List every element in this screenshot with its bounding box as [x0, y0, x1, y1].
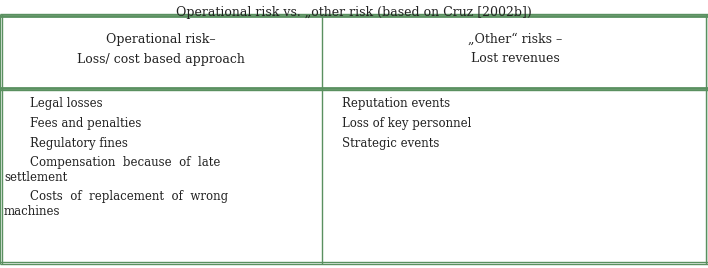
Text: Fees and penalties: Fees and penalties — [30, 117, 142, 129]
Text: Compensation  because  of  late: Compensation because of late — [30, 156, 220, 169]
Text: Loss/ cost based approach: Loss/ cost based approach — [77, 53, 245, 65]
Text: Loss of key personnel: Loss of key personnel — [342, 117, 472, 129]
Text: „Other“ risks –: „Other“ risks – — [468, 32, 562, 46]
Text: Lost revenues: Lost revenues — [471, 53, 559, 65]
Text: Operational risk–: Operational risk– — [106, 32, 216, 46]
Text: Costs  of  replacement  of  wrong: Costs of replacement of wrong — [30, 190, 228, 203]
Text: Strategic events: Strategic events — [342, 136, 440, 150]
Text: Legal losses: Legal losses — [30, 96, 103, 110]
Text: Regulatory fines: Regulatory fines — [30, 136, 128, 150]
Text: Operational risk vs. „other risk (based on Cruz [2002b]): Operational risk vs. „other risk (based … — [176, 6, 532, 19]
Text: Reputation events: Reputation events — [342, 96, 450, 110]
Text: settlement: settlement — [4, 171, 67, 184]
Text: machines: machines — [4, 205, 60, 218]
